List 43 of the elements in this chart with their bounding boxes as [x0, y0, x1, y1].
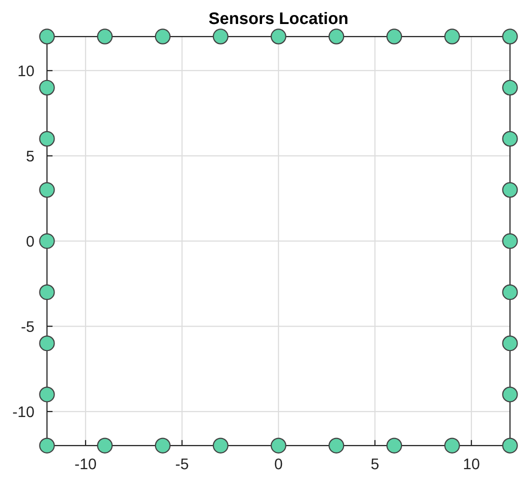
point [97, 438, 113, 454]
x-tick-label: 10 [464, 458, 480, 470]
point [154, 28, 171, 44]
x-tick-label: -5 [176, 458, 188, 470]
chart-title: Sensors Location [209, 12, 348, 24]
y-tick-label: 10 [18, 65, 34, 76]
point [502, 182, 518, 198]
point [39, 438, 55, 454]
point [502, 28, 518, 44]
y-tick-label: -5 [22, 321, 34, 332]
point [39, 284, 55, 300]
x-tick-label: -10 [75, 458, 96, 470]
point [39, 233, 55, 249]
point [502, 284, 518, 300]
point [328, 438, 344, 454]
point [270, 438, 286, 454]
point [502, 335, 518, 352]
point [212, 28, 228, 44]
point [39, 386, 55, 402]
point [39, 335, 55, 352]
x-tick-label: 0 [274, 458, 282, 470]
point [502, 233, 518, 249]
point [39, 80, 55, 96]
point [97, 28, 113, 44]
point [502, 130, 518, 147]
point [39, 130, 55, 147]
point [444, 438, 460, 454]
y-tick-label: 0 [26, 236, 34, 247]
point [39, 182, 55, 198]
point [270, 28, 286, 44]
point [386, 28, 402, 44]
point [502, 386, 518, 402]
point [502, 80, 518, 96]
point [502, 438, 518, 454]
x-tick-label: 5 [371, 458, 379, 470]
point [444, 28, 460, 44]
y-tick-label: 5 [26, 150, 34, 162]
point [386, 438, 402, 454]
point [328, 28, 344, 44]
point [154, 438, 171, 454]
point [212, 438, 228, 454]
y-tick-label: -10 [13, 406, 34, 418]
point [39, 28, 55, 44]
